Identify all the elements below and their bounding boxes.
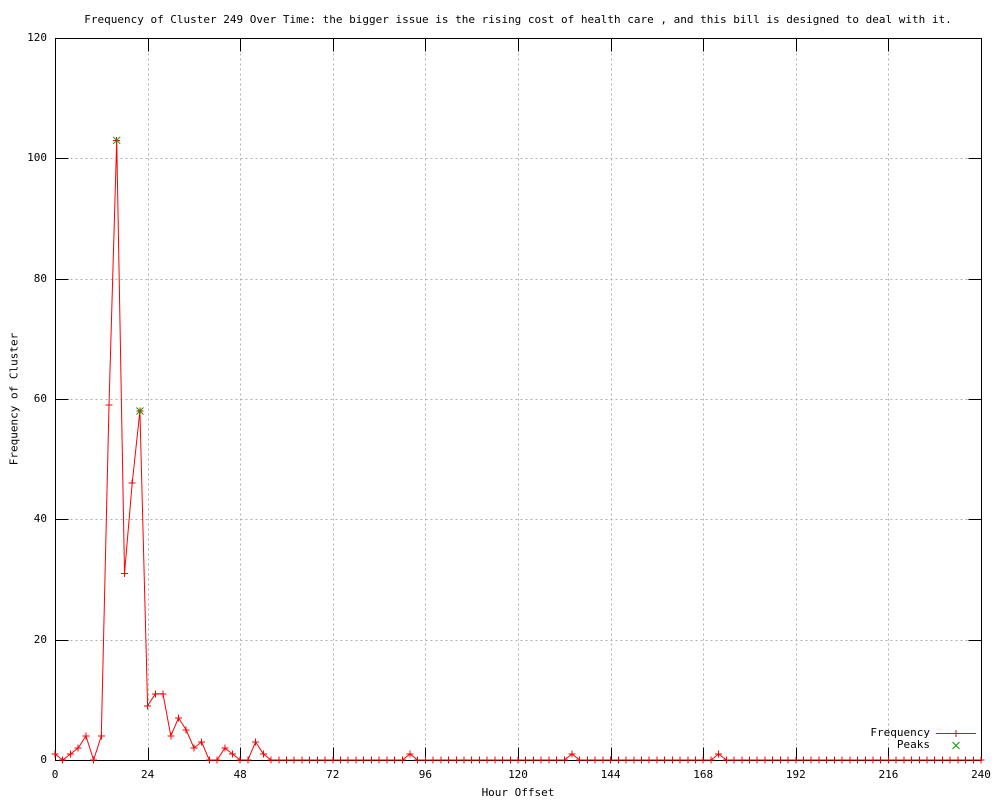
x-tick-label: 120 [508, 768, 528, 781]
x-tick-label: 216 [878, 768, 899, 781]
chart-title: Frequency of Cluster 249 Over Time: the … [84, 13, 952, 26]
x-tick-label: 48 [233, 768, 247, 781]
x-tick-label: 0 [51, 768, 59, 781]
legend-label-frequency: Frequency [870, 726, 930, 739]
x-tick-label: 144 [600, 768, 621, 781]
x-tick-label: 192 [785, 768, 806, 781]
y-tick-label: 120 [27, 31, 47, 44]
x-tick-label: 96 [418, 768, 433, 781]
x-tick-label: 168 [693, 768, 714, 781]
x-tick-label: 240 [971, 768, 991, 781]
y-tick-label: 40 [33, 512, 47, 526]
legend-label-peaks: Peaks [896, 738, 930, 751]
x-axis-title: Hour Offset [481, 786, 555, 799]
y-tick-label: 60 [33, 392, 47, 405]
y-tick-label: 80 [33, 271, 47, 285]
y-tick-label: 0 [40, 753, 47, 766]
frequency-point-markers [51, 136, 985, 764]
legend-frequency-marker-sample [952, 730, 960, 737]
y-tick-label: 20 [33, 632, 47, 646]
x-tick-label: 24 [140, 768, 155, 781]
legend-peaks-marker-sample [952, 741, 960, 750]
x-tick-label: 72 [326, 768, 340, 781]
peaks-markers [112, 136, 144, 415]
y-tick-label: 100 [27, 151, 47, 165]
